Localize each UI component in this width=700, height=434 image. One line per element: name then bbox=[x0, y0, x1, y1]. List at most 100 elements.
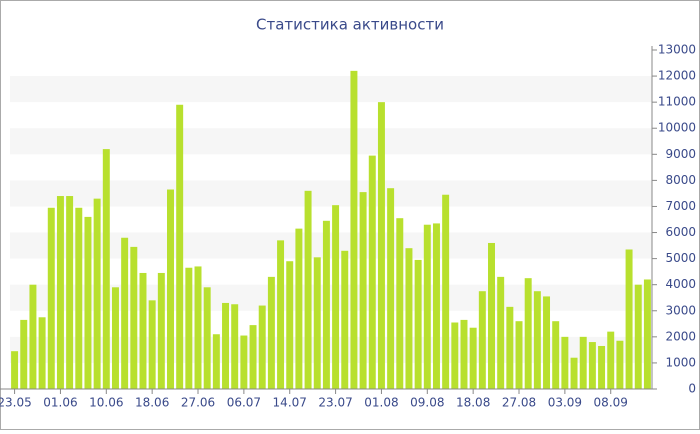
bar bbox=[240, 335, 248, 389]
bar bbox=[194, 266, 202, 389]
bar bbox=[203, 287, 211, 389]
bar bbox=[93, 198, 101, 389]
x-tick-label: 27.08 bbox=[502, 396, 536, 410]
bar bbox=[570, 357, 578, 389]
bar bbox=[579, 336, 587, 389]
y-tick-label: 4000 bbox=[665, 277, 696, 291]
x-tick-label: 14.07 bbox=[273, 396, 307, 410]
bar bbox=[277, 240, 285, 389]
bar bbox=[148, 300, 156, 389]
bar bbox=[350, 70, 358, 389]
bar bbox=[405, 248, 413, 389]
bar bbox=[506, 306, 514, 389]
bar bbox=[524, 278, 532, 389]
y-tick-label: 12000 bbox=[658, 69, 696, 83]
bar bbox=[497, 276, 505, 389]
bar bbox=[588, 342, 596, 389]
bar bbox=[47, 207, 55, 389]
grid-band bbox=[10, 76, 652, 103]
y-tick-label: 7000 bbox=[665, 199, 696, 213]
bar bbox=[286, 261, 294, 389]
bar bbox=[313, 257, 321, 389]
bar bbox=[231, 304, 239, 389]
y-tick-label: 13000 bbox=[658, 43, 696, 57]
bar bbox=[625, 249, 633, 389]
bar bbox=[387, 188, 395, 389]
bar bbox=[643, 279, 651, 389]
bar bbox=[322, 220, 330, 389]
x-tick-label: 23.05 bbox=[0, 396, 32, 410]
x-tick-label: 18.06 bbox=[135, 396, 169, 410]
x-tick-label: 27.06 bbox=[181, 396, 215, 410]
bar bbox=[451, 322, 459, 389]
bar bbox=[359, 192, 367, 389]
y-tick-label: 10000 bbox=[658, 121, 696, 135]
y-tick-label: 3000 bbox=[665, 303, 696, 317]
bar bbox=[121, 237, 129, 389]
bar bbox=[488, 242, 495, 389]
bar bbox=[607, 331, 615, 389]
bar bbox=[295, 228, 303, 389]
x-tick-label: 18.08 bbox=[456, 396, 490, 410]
bar bbox=[432, 223, 440, 389]
bar bbox=[377, 102, 385, 390]
y-tick-label: 5000 bbox=[665, 251, 696, 265]
bar bbox=[176, 104, 184, 389]
y-tick-label: 11000 bbox=[658, 95, 696, 109]
bar bbox=[478, 291, 486, 389]
bar bbox=[414, 259, 422, 389]
bar bbox=[598, 345, 606, 389]
bar bbox=[442, 194, 450, 389]
bar bbox=[75, 207, 83, 389]
bar bbox=[102, 149, 110, 389]
bar bbox=[222, 302, 230, 389]
bar bbox=[533, 291, 541, 389]
bar bbox=[167, 189, 174, 389]
bar bbox=[543, 296, 551, 389]
x-tick-label: 01.06 bbox=[43, 396, 77, 410]
bar bbox=[396, 218, 404, 389]
chart-title: Статистика активности bbox=[256, 16, 444, 34]
y-tick-label: 0 bbox=[688, 382, 696, 396]
bar bbox=[185, 267, 193, 389]
bar bbox=[332, 205, 340, 389]
bar bbox=[368, 155, 376, 389]
grid-band bbox=[10, 232, 652, 259]
grid-band bbox=[10, 128, 652, 155]
x-tick-label: 23.07 bbox=[318, 396, 352, 410]
x-tick-label: 10.06 bbox=[89, 396, 123, 410]
bar bbox=[157, 272, 165, 389]
bar bbox=[616, 340, 624, 389]
bar bbox=[460, 319, 468, 389]
x-tick-label: 03.09 bbox=[548, 396, 582, 410]
x-tick-label: 01.08 bbox=[364, 396, 398, 410]
bar bbox=[267, 276, 275, 389]
x-tick-label: 08.09 bbox=[594, 396, 628, 410]
bar bbox=[341, 250, 349, 389]
bar bbox=[66, 196, 74, 389]
bar bbox=[130, 246, 138, 389]
bar bbox=[552, 321, 560, 389]
bar bbox=[29, 284, 37, 389]
x-tick-label: 06.07 bbox=[227, 396, 261, 410]
bar bbox=[258, 305, 266, 389]
bar bbox=[469, 327, 477, 389]
bar bbox=[515, 321, 523, 389]
x-tick-label: 09.08 bbox=[410, 396, 444, 410]
y-tick-label: 8000 bbox=[665, 173, 696, 187]
grid-band bbox=[10, 180, 652, 207]
bar bbox=[304, 190, 312, 389]
bar bbox=[249, 325, 257, 389]
y-tick-label: 1000 bbox=[665, 355, 696, 369]
bar bbox=[634, 284, 642, 389]
bar bbox=[423, 224, 431, 389]
bar bbox=[20, 319, 28, 389]
bar bbox=[212, 334, 220, 389]
bar bbox=[11, 351, 19, 389]
y-tick-label: 6000 bbox=[665, 225, 696, 239]
bar bbox=[84, 216, 92, 389]
bar bbox=[561, 336, 569, 389]
y-tick-label: 2000 bbox=[665, 329, 696, 343]
bar bbox=[38, 317, 46, 389]
